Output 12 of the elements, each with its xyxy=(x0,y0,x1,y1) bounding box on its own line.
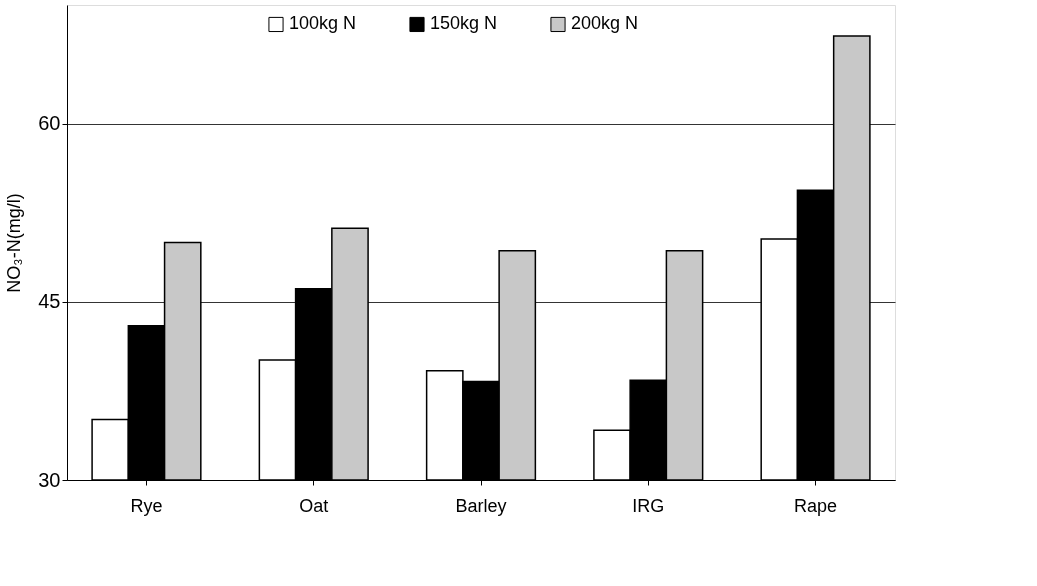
y-axis-title: NO₃-N(mg/l) xyxy=(4,193,25,293)
x-tick-label: Barley xyxy=(455,495,507,516)
legend-label: 150kg N xyxy=(430,13,498,34)
x-tick-label: Rape xyxy=(794,495,838,516)
y-tick-label: 30 xyxy=(38,468,61,491)
y-tick-label: 60 xyxy=(38,112,61,135)
x-tick-label: Oat xyxy=(299,495,329,516)
y-tick-label: 45 xyxy=(38,290,61,313)
legend-label: 100kg N xyxy=(289,13,357,34)
x-tick-label: IRG xyxy=(632,495,665,516)
legend-label: 200kg N xyxy=(571,13,639,34)
x-tick-label: Rye xyxy=(130,495,163,516)
